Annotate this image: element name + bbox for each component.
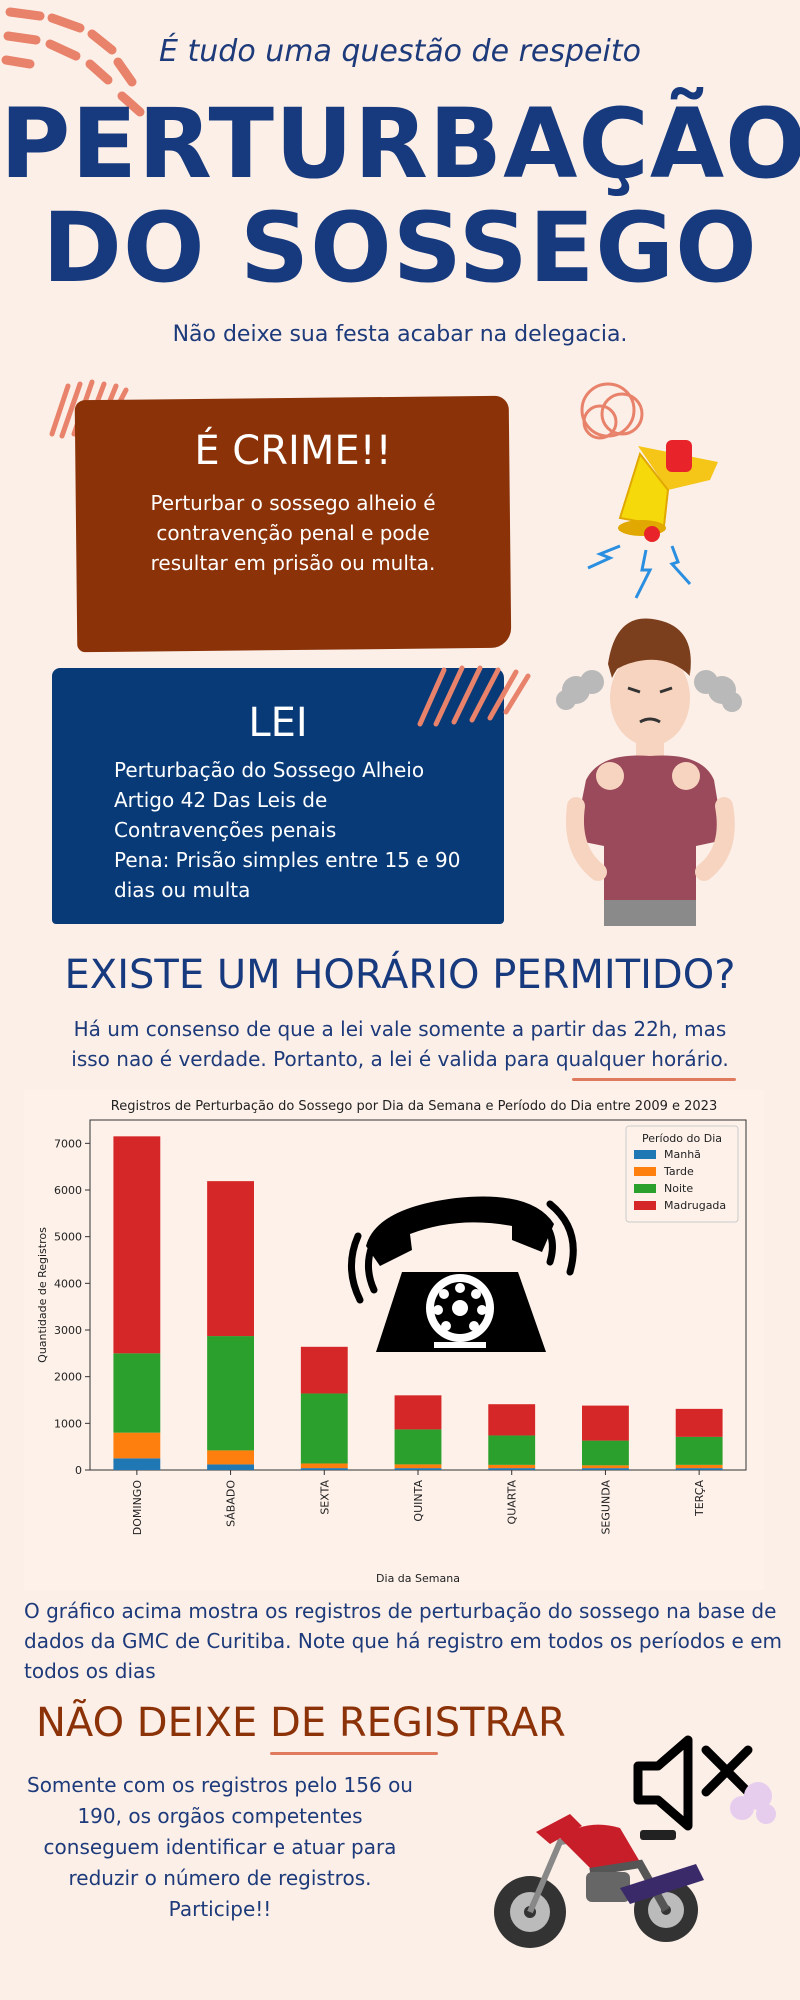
bar-segment xyxy=(675,1468,723,1470)
bar-segment xyxy=(675,1408,723,1437)
legend-label: Noite xyxy=(664,1182,693,1195)
decorative-dashes xyxy=(1,7,145,117)
angry-person-icon xyxy=(556,618,742,926)
bar-segment xyxy=(582,1465,629,1469)
registrar-title: NÃO DEIXE DE REGISTRAR xyxy=(36,1700,566,1746)
bar-segment xyxy=(675,1436,723,1465)
x-tick-label: DOMINGO xyxy=(131,1480,144,1536)
horario-title: EXISTE UM HORÁRIO PERMITIDO? xyxy=(64,952,736,998)
y-tick-label: 1000 xyxy=(54,1417,82,1430)
motorcycle-icon xyxy=(494,1814,704,1948)
bar-segment xyxy=(488,1435,536,1465)
lei-line-3: Contravenções penais xyxy=(114,818,337,842)
bar-segment xyxy=(113,1458,161,1470)
bar-segment xyxy=(582,1440,629,1466)
bar-segment xyxy=(207,1181,254,1337)
lei-line-4: Pena: Prisão simples entre 15 e 90 xyxy=(114,848,461,872)
y-axis-label: Quantidade de Registros xyxy=(36,1227,49,1363)
bar-segment xyxy=(488,1468,536,1470)
legend-label: Madrugada xyxy=(664,1199,726,1212)
lei-title: LEI xyxy=(248,700,308,746)
bar-segment xyxy=(207,1464,254,1470)
y-tick-label: 0 xyxy=(75,1464,82,1477)
horario-underline xyxy=(572,1078,736,1081)
bar-segment xyxy=(300,1463,348,1469)
x-tick-label: SEXTA xyxy=(318,1480,331,1515)
y-tick-label: 2000 xyxy=(54,1371,82,1384)
bar-segment xyxy=(488,1464,536,1469)
x-axis-label: Dia da Semana xyxy=(376,1572,460,1585)
telephone-icon xyxy=(347,1196,577,1352)
bar-segment xyxy=(113,1353,161,1433)
bar-segment xyxy=(113,1432,161,1459)
y-tick-label: 6000 xyxy=(54,1184,82,1197)
horario-text-line-2: isso nao é verdade. Portanto, a lei é va… xyxy=(71,1047,729,1071)
bar-segment xyxy=(394,1464,442,1469)
page-subtitle: Não deixe sua festa acabar na delegacia. xyxy=(172,322,628,347)
bar-segment xyxy=(394,1468,442,1470)
crime-title: É CRIME!! xyxy=(194,428,392,474)
page-title-line-2: DO SOSSEGO xyxy=(42,192,758,304)
registrar-underline xyxy=(270,1752,438,1755)
legend-swatch xyxy=(634,1201,656,1210)
x-tick-label: QUINTA xyxy=(412,1480,425,1522)
legend-swatch xyxy=(634,1184,656,1193)
horario-text-line-1: Há um consenso de que a lei vale somente… xyxy=(73,1017,727,1041)
legend-label: Manhã xyxy=(664,1148,701,1161)
page-kicker: É tudo uma questão de respeito xyxy=(159,34,641,69)
registrar-text: Somente com os registros pelo 156 ou 190… xyxy=(27,1773,413,1921)
y-tick-label: 5000 xyxy=(54,1231,82,1244)
bar-segment xyxy=(113,1136,161,1354)
legend-swatch xyxy=(634,1150,656,1159)
mute-speaker-icon xyxy=(633,1735,776,1831)
y-tick-label: 7000 xyxy=(54,1137,82,1150)
legend-title: Período do Dia xyxy=(642,1132,722,1145)
lei-box xyxy=(52,668,504,924)
megaphone-icon xyxy=(580,382,718,599)
bar-segment xyxy=(300,1468,348,1470)
bar-segment xyxy=(488,1404,536,1436)
bar-segment xyxy=(207,1336,254,1451)
legend-label: Tarde xyxy=(663,1165,694,1178)
x-tick-label: TERÇA xyxy=(693,1480,706,1517)
bar-segment xyxy=(675,1464,723,1469)
y-tick-label: 3000 xyxy=(54,1324,82,1337)
page-title-line-1: PERTURBAÇÃO xyxy=(0,88,800,200)
legend-swatch xyxy=(634,1167,656,1176)
lei-line-5: dias ou multa xyxy=(114,878,251,902)
decorative-scribble-lei xyxy=(417,665,531,727)
x-tick-label: QUARTA xyxy=(506,1480,519,1525)
bar-segment xyxy=(300,1346,348,1394)
bar-segment xyxy=(582,1405,629,1441)
bar-segment xyxy=(207,1450,254,1465)
bar-segment xyxy=(394,1395,442,1430)
lei-line-1: Perturbação do Sossego Alheio xyxy=(114,758,425,782)
y-tick-label: 4000 xyxy=(54,1277,82,1290)
x-tick-label: SEGUNDA xyxy=(599,1480,612,1535)
grafico-text: O gráfico acima mostra os registros de p… xyxy=(24,1599,783,1683)
crime-text: Perturbar o sossego alheio é contravençã… xyxy=(150,491,436,575)
bar-segment xyxy=(582,1468,629,1470)
bar-segment xyxy=(300,1393,348,1464)
chart-title: Registros de Perturbação do Sossego por … xyxy=(111,1099,717,1114)
x-tick-label: SÁBADO xyxy=(225,1480,238,1527)
bar-segment xyxy=(394,1429,442,1465)
lei-line-2: Artigo 42 Das Leis de xyxy=(114,788,328,812)
